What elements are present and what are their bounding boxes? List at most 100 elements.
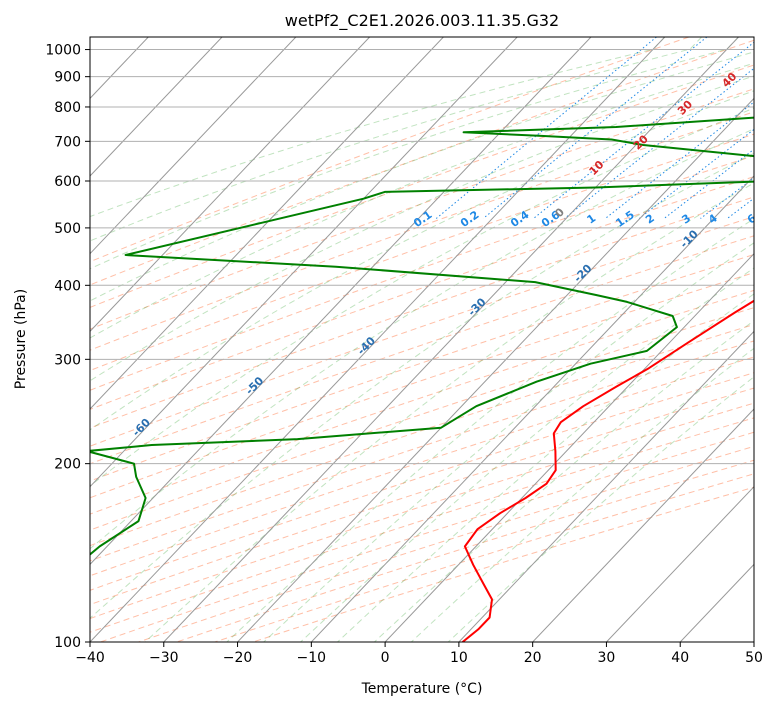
isotherm-line [90, 37, 518, 488]
dry-adiabat-line [90, 39, 754, 286]
mixing-ratio-label: 0.4 [508, 208, 532, 230]
moist-adiabat-line [90, 128, 754, 550]
dry-adiabat-line [90, 253, 754, 482]
isotherm-line [90, 37, 371, 333]
mixing-ratio-line [564, 67, 754, 219]
isotherm-line [532, 408, 754, 642]
moist-adiabat-label: 20 [631, 132, 651, 152]
plot-frame [89, 36, 755, 643]
sounding-profiles [90, 116, 754, 642]
y-tick-label: 800 [54, 100, 81, 116]
x-axis: −40 −30 −20 −10 0 10 20 30 40 50 [75, 642, 763, 666]
x-axis-label: Temperature (°C) [361, 681, 483, 697]
x-tick-label: −20 [223, 650, 253, 666]
dry-adiabat-line [90, 155, 754, 391]
moist-adiabat-line [447, 376, 754, 642]
temperature-profile-line [461, 299, 754, 642]
moist-adiabat-line [410, 347, 754, 642]
isotherm-line [606, 485, 754, 642]
dry-adiabat-line [90, 272, 754, 499]
y-axis-label: Pressure (hPa) [13, 289, 29, 389]
moist-adiabat-line [90, 90, 754, 431]
line-labels: 0.10.20.40.611.52346810131620253036-100-… [5, 70, 759, 492]
mixing-ratio-label: 6 [745, 211, 759, 226]
dry-adiabat-line [90, 176, 754, 410]
x-tick-label: 20 [524, 650, 542, 666]
y-axis: 1000 900 800 700 600 500 400 300 200 100 [45, 43, 90, 651]
isotherm-line [90, 37, 223, 177]
y-tick-label: 400 [54, 278, 81, 294]
dry-adiabat-line [252, 486, 754, 642]
dry-adiabat-line [90, 88, 754, 330]
x-tick-label: 30 [598, 650, 616, 666]
moist-adiabat-line [300, 267, 754, 642]
isotherm-line [458, 330, 754, 642]
dry-adiabat-line [90, 133, 754, 372]
dry-adiabat-line [214, 473, 754, 642]
x-tick-label: −30 [149, 650, 179, 666]
x-tick-label: 40 [671, 650, 689, 666]
moist-adiabat-line [90, 37, 739, 270]
isotherm-label: -60 [130, 416, 153, 439]
dry-adiabat-line [90, 64, 754, 308]
mixing-ratio-line [533, 41, 754, 219]
moist-adiabat-line [90, 62, 754, 339]
isotherm-label: -30 [465, 295, 488, 318]
moist-adiabat-line [374, 320, 754, 642]
dry-adiabat-line [90, 196, 754, 429]
dry-adiabat-line [90, 323, 754, 547]
dry-adiabat-line [176, 459, 754, 642]
y-tick-label: 900 [54, 70, 81, 86]
mixing-ratio-line [766, 37, 775, 219]
isotherm-label: -10 [678, 227, 701, 250]
dry-adiabat-line [90, 235, 754, 465]
moist-adiabat-line [90, 37, 702, 242]
mixing-ratio-line [663, 148, 754, 219]
moist-adiabat-line [144, 182, 754, 642]
x-tick-label: −40 [75, 650, 105, 666]
x-tick-label: −10 [297, 650, 327, 666]
x-tick-label: 50 [745, 650, 763, 666]
dry-adiabat-line [90, 111, 754, 351]
isotherm-label: -40 [355, 334, 378, 357]
y-tick-label: 700 [54, 134, 81, 150]
mixing-ratio-label: 3 [679, 212, 693, 227]
y-tick-label: 600 [54, 174, 81, 190]
dry-adiabat-line [90, 417, 754, 633]
moist-adiabat-line [90, 107, 754, 487]
moist-adiabat-label: 40 [719, 70, 739, 90]
isotherm-line [90, 37, 592, 566]
isotherm-line [0, 37, 1, 642]
mixing-ratio-label: 1 [585, 212, 599, 227]
moist-adiabat-line [337, 293, 754, 642]
moist-adiabat-line [226, 218, 754, 642]
dry-adiabat-line [90, 340, 754, 562]
isotherm-line [163, 37, 739, 642]
x-tick-label: 10 [450, 650, 468, 666]
y-tick-label: 1000 [45, 43, 81, 59]
isotherm-line [90, 37, 444, 410]
y-tick-label: 100 [54, 635, 81, 651]
mixing-ratio-label: 0.1 [411, 208, 434, 230]
isotherm-line [310, 175, 754, 642]
dry-adiabat-line [90, 356, 754, 577]
mixing-ratio-label: 2 [643, 212, 657, 227]
dewpoint-profile-line [90, 116, 754, 556]
moist-adiabat-line [90, 152, 754, 619]
isotherm-label: -50 [243, 374, 266, 397]
mixing-ratio-line [726, 197, 754, 219]
isotherm-line [237, 97, 754, 642]
isotherm-line [0, 37, 75, 642]
y-tick-label: 200 [54, 457, 81, 473]
isotherm-label: -20 [571, 261, 594, 284]
moist-adiabat-label: 10 [587, 158, 607, 178]
mixing-ratio-label: 1.5 [613, 208, 636, 230]
isotherm-line [753, 641, 754, 642]
isotherm-label: -70 [5, 469, 28, 492]
x-tick-label: 0 [381, 650, 390, 666]
y-tick-label: 300 [54, 352, 81, 368]
y-tick-label: 500 [54, 221, 81, 237]
background-lines [90, 37, 775, 642]
isotherm-line [90, 37, 297, 255]
